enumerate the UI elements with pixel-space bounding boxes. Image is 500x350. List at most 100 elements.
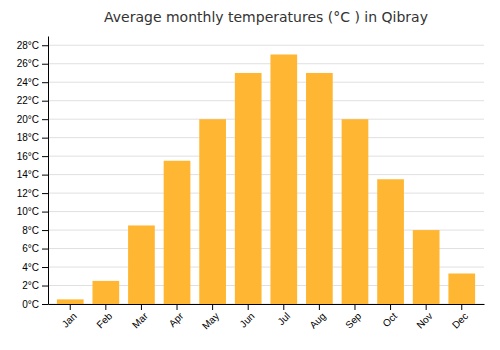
chart: 0°C 2°C 4°C 6°C 8°C 10°C 12°C 14°C 16°C 18°C 20°C 2… [0, 0, 500, 350]
x-tick-mark [354, 304, 355, 310]
y-tick: 26°C [17, 58, 48, 69]
x-tick: Nov [414, 304, 434, 331]
y-tick: 4°C [22, 262, 48, 273]
x-axis: Jan Feb Mar Apr May Jun Jul Aug Sep Oct Nov Dec [49, 304, 485, 332]
x-tick: Sep [343, 304, 364, 331]
bar [164, 161, 191, 304]
x-tick: Apr [167, 304, 186, 329]
x-tick-mark [390, 304, 391, 310]
bar [128, 225, 155, 304]
grid-line [48, 156, 484, 157]
x-tick-mark [70, 304, 71, 310]
y-tick: 28°C [17, 40, 48, 51]
y-tick-mark [42, 82, 48, 83]
y-tick-mark [42, 45, 48, 46]
y-tick-label: 16°C [17, 151, 39, 162]
x-tick-label: Jun [238, 310, 257, 329]
title: Average monthly temperatures (°C ) in Qi… [104, 9, 428, 25]
y-tick-mark [42, 286, 48, 287]
x-tick: May [200, 304, 221, 332]
x-tick-label: Sep [343, 310, 364, 331]
x-tick-mark [319, 304, 320, 310]
y-tick-mark [42, 193, 48, 194]
x-tick: Oct [380, 304, 399, 329]
x-tick: Jun [238, 304, 257, 330]
y-tick-mark [42, 175, 48, 176]
grid-line [48, 193, 484, 194]
y-tick: 24°C [17, 77, 48, 88]
grid-line [48, 211, 484, 212]
bar [235, 73, 262, 304]
x-tick-mark [177, 304, 178, 310]
y-tick: 8°C [22, 225, 48, 236]
y-tick-mark [42, 230, 48, 231]
x-tick: Jul [275, 304, 292, 327]
grid-line [48, 119, 484, 120]
x-axis-line [49, 304, 485, 305]
x-tick-mark [248, 304, 249, 310]
bar [377, 179, 404, 304]
bar [413, 230, 440, 304]
y-tick-mark [42, 138, 48, 139]
grid [48, 45, 484, 304]
bar [57, 299, 84, 304]
y-tick-mark [42, 119, 48, 120]
x-tick: Dec [450, 304, 470, 331]
y-tick: 6°C [22, 243, 48, 254]
grid-line [48, 82, 484, 83]
x-tick-mark [105, 304, 106, 310]
y-tick-label: 24°C [17, 77, 39, 88]
y-tick: 20°C [17, 114, 48, 125]
y-tick: 22°C [17, 95, 48, 106]
x-tick-mark [212, 304, 213, 310]
x-tick-label: Jan [60, 310, 79, 329]
x-tick: Aug [308, 304, 328, 331]
y-tick-label: 12°C [17, 188, 39, 199]
y-tick-label: 20°C [17, 114, 39, 125]
grid-line [48, 45, 484, 46]
grid-line [48, 137, 484, 138]
grid-line [48, 63, 484, 64]
bar [342, 119, 369, 304]
y-tick-label: 22°C [17, 95, 39, 106]
y-tick-label: 6°C [22, 243, 39, 254]
y-tick-mark [42, 267, 48, 268]
x-tick-label: Dec [450, 310, 470, 330]
y-tick-label: 2°C [22, 280, 39, 291]
bar [92, 281, 119, 304]
bar [306, 73, 333, 304]
y-tick: 14°C [17, 169, 48, 180]
bar [199, 119, 226, 304]
x-tick-mark [283, 304, 284, 310]
y-tick-mark [42, 212, 48, 213]
y-tick-label: 28°C [17, 40, 39, 51]
x-tick-label: Feb [94, 310, 114, 330]
y-tick: 10°C [17, 206, 48, 217]
plot-area: 0°C 2°C 4°C 6°C 8°C 10°C 12°C 14°C 16°C 18°C 20°C 2… [17, 37, 485, 332]
y-tick: 18°C [17, 132, 48, 143]
y-tick-label: 14°C [17, 169, 39, 180]
x-tick: Feb [94, 304, 114, 330]
bar [448, 274, 475, 304]
y-tick-mark [42, 249, 48, 250]
bar [270, 54, 297, 304]
x-tick-label: May [200, 310, 221, 331]
y-tick-label: 10°C [17, 206, 39, 217]
y-tick-label: 4°C [22, 262, 39, 273]
y-axis-line [48, 37, 49, 305]
y-tick-mark [42, 156, 48, 157]
y-tick: 2°C [22, 280, 48, 291]
y-axis: 0°C 2°C 4°C 6°C 8°C 10°C 12°C 14°C 16°C 18°C 20°C 2… [17, 37, 49, 310]
x-tick-label: Mar [130, 310, 150, 330]
y-tick-mark [42, 64, 48, 65]
grid-line [48, 174, 484, 175]
x-tick-label: Oct [380, 310, 399, 329]
y-tick-label: 8°C [22, 225, 39, 236]
y-tick-label: 0°C [22, 299, 39, 310]
y-tick-label: 18°C [17, 132, 39, 143]
x-tick-mark [461, 304, 462, 310]
bars [57, 54, 475, 304]
y-tick: 16°C [17, 151, 48, 162]
y-tick: 0°C [22, 299, 48, 310]
x-tick-label: Aug [308, 310, 328, 330]
